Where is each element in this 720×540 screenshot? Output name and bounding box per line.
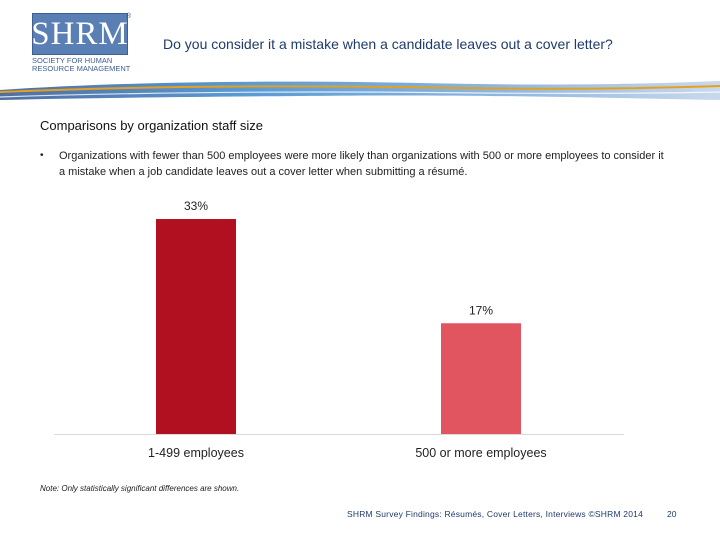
logo-tagline-line-1: SOCIETY FOR HUMAN — [32, 56, 113, 65]
footer-source: SHRM Survey Findings: Résumés, Cover Let… — [347, 509, 644, 519]
page-title: Do you consider it a mistake when a cand… — [163, 36, 613, 52]
finding-bullet: • Organizations with fewer than 500 empl… — [40, 148, 670, 180]
logo-wordmark: SHRM — [31, 15, 129, 52]
bar-1 — [156, 219, 236, 434]
data-label-1: 33% — [184, 200, 208, 213]
logo-tagline: SOCIETY FOR HUMAN RESOURCE MANAGEMENT — [32, 57, 132, 73]
header-decorative-band — [0, 78, 720, 102]
bar-2 — [441, 323, 521, 434]
page-number: 20 — [667, 509, 677, 519]
section-subtitle: Comparisons by organization staff size — [40, 118, 264, 133]
bar-chart: 33% 1-499 employees 17% 500 or more employe… — [54, 200, 624, 460]
logo-registered-mark: ® — [126, 13, 132, 20]
category-label-1: 1-499 employees — [148, 446, 244, 460]
shrm-logo-box: SHRM — [31, 13, 129, 55]
shrm-logo: SHRM ® SOCIETY FOR HUMAN RESOURCE MANAGE… — [31, 13, 132, 75]
chart-note: Note: Only statistically significant dif… — [40, 484, 240, 493]
data-label-2: 17% — [469, 303, 493, 317]
logo-tagline-line-2: RESOURCE MANAGEMENT — [32, 64, 131, 73]
category-label-2: 500 or more employees — [415, 446, 546, 460]
finding-text: Organizations with fewer than 500 employ… — [59, 150, 664, 178]
bullet-marker: • — [40, 150, 44, 161]
